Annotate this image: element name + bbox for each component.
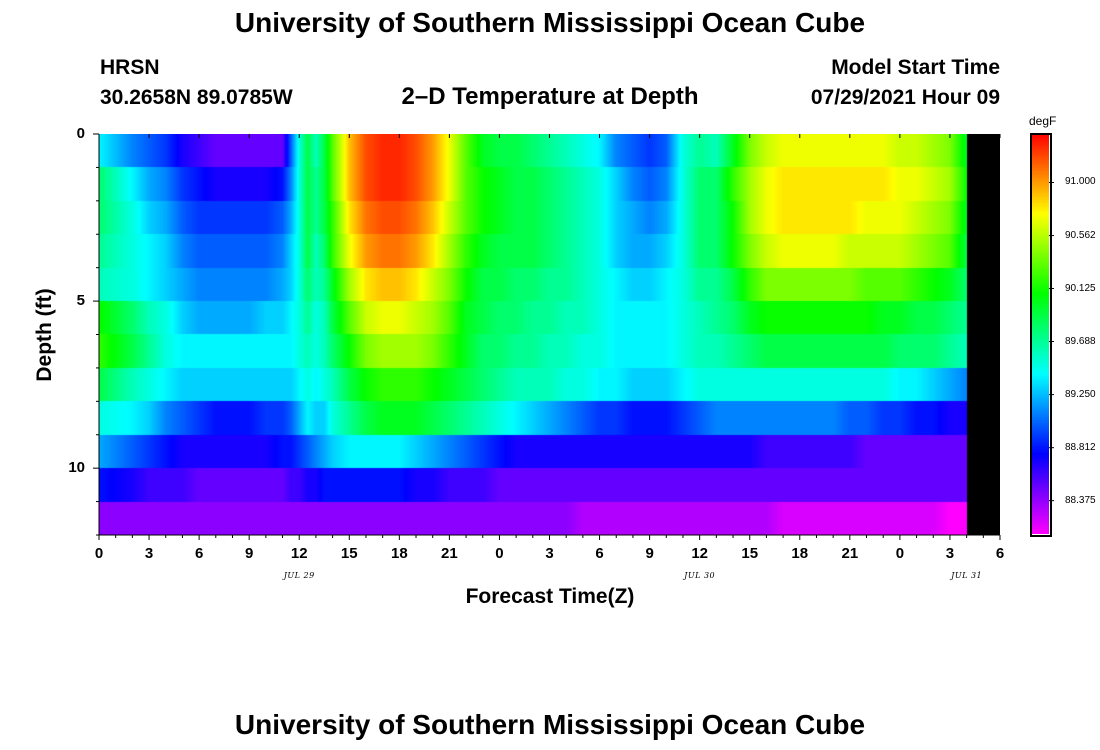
- colorbar: [1031, 134, 1049, 534]
- station-coordinates: 30.2658N 89.0785W: [100, 86, 293, 109]
- x-tick-label: 18: [791, 545, 809, 562]
- x-tick-label: 15: [340, 545, 358, 562]
- model-start-label: Model Start Time: [831, 56, 1000, 79]
- x-tick-label: 21: [441, 545, 458, 562]
- colorbar-unit: degF: [1029, 114, 1057, 128]
- date-label: JUL 29: [283, 571, 315, 580]
- x-tick-label: 3: [144, 545, 154, 562]
- x-axis-title: Forecast Time(Z): [465, 585, 635, 608]
- y-tick-label: 5: [76, 292, 85, 310]
- x-tick-label: 9: [244, 545, 254, 562]
- x-tick-label: 12: [290, 545, 308, 562]
- x-tick-label: 6: [595, 545, 604, 562]
- x-tick-label: 15: [741, 545, 759, 562]
- x-tick-label: 3: [545, 545, 554, 562]
- page-title-bottom: University of Southern Mississippi Ocean…: [234, 709, 866, 740]
- station-name: HRSN: [100, 56, 160, 79]
- model-start-time: 07/29/2021 Hour 09: [810, 86, 1000, 109]
- colorbar-label: 88.375: [1065, 494, 1096, 506]
- colorbar-label: 89.250: [1065, 388, 1096, 400]
- colorbar-label: 91.000: [1065, 176, 1096, 188]
- x-tick-label: 9: [645, 545, 654, 562]
- chart-title: 2–D Temperature at Depth: [401, 83, 699, 110]
- colorbar-label: 90.125: [1065, 282, 1096, 294]
- x-tick-label: 12: [691, 545, 708, 562]
- colorbar-label: 90.562: [1065, 229, 1096, 241]
- date-label: JUL 30: [684, 571, 716, 580]
- x-tick-label: 3: [945, 545, 955, 562]
- x-tick-label: 6: [194, 545, 204, 562]
- x-tick-label: 0: [895, 545, 905, 562]
- x-tick-label: 0: [495, 545, 504, 562]
- colorbar-label: 88.812: [1065, 441, 1096, 453]
- colorbar-label: 89.688: [1065, 335, 1096, 347]
- colorbar-frame: [1030, 133, 1052, 537]
- x-tick-label: 18: [390, 545, 408, 562]
- date-label: JUL 31: [951, 571, 983, 580]
- y-tick-label: 0: [76, 125, 85, 142]
- x-tick-label: 21: [841, 545, 859, 562]
- page-title-top: University of Southern Mississippi Ocean…: [234, 7, 866, 38]
- temperature-heatmap: [99, 134, 1000, 535]
- y-axis-title: Depth (ft): [33, 288, 56, 382]
- x-tick-label: 0: [94, 545, 104, 562]
- y-tick-label: 10: [68, 459, 85, 477]
- x-tick-label: 6: [995, 545, 1005, 562]
